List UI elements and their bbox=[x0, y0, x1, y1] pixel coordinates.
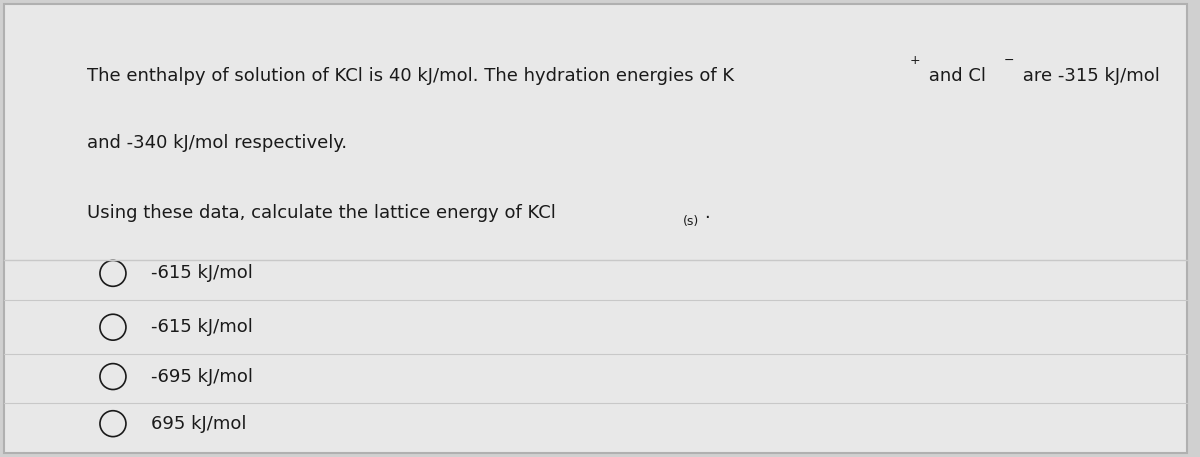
Text: -615 kJ/mol: -615 kJ/mol bbox=[151, 264, 253, 282]
Text: and -340 kJ/mol respectively.: and -340 kJ/mol respectively. bbox=[86, 134, 347, 152]
Text: -695 kJ/mol: -695 kJ/mol bbox=[151, 367, 253, 386]
Text: are -315 kJ/mol: are -315 kJ/mol bbox=[1016, 67, 1159, 85]
Text: −: − bbox=[1003, 53, 1014, 67]
Text: .: . bbox=[703, 204, 709, 222]
Text: and Cl: and Cl bbox=[923, 67, 986, 85]
Text: Using these data, calculate the lattice energy of KCl: Using these data, calculate the lattice … bbox=[86, 204, 556, 222]
Text: +: + bbox=[910, 53, 920, 67]
Text: 695 kJ/mol: 695 kJ/mol bbox=[151, 414, 246, 433]
Text: -615 kJ/mol: -615 kJ/mol bbox=[151, 318, 253, 336]
Text: The enthalpy of solution of KCl is 40 kJ/mol. The hydration energies of K: The enthalpy of solution of KCl is 40 kJ… bbox=[86, 67, 734, 85]
Text: (s): (s) bbox=[683, 215, 700, 228]
